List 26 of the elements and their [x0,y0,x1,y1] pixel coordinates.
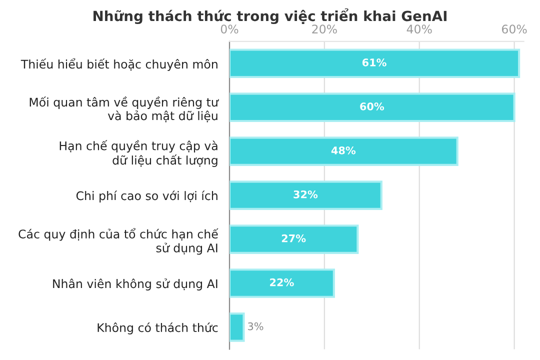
bar [230,312,245,342]
data-label: 60% [360,102,384,110]
bar [230,180,382,210]
data-label: 48% [331,146,356,154]
y-tick-label: Không có thách thức [98,322,218,334]
y-tick-label: Hạn chế quyền truy cập và dữ liệu chất lượng [60,140,218,167]
bar [230,268,335,298]
data-label: 61% [362,58,386,66]
bar [230,48,520,78]
chart-title: Những thách thức trong việc triển khai GenAI [94,8,446,24]
x-tick-label: 60% [502,24,527,34]
y-tick-label: Thiếu hiểu biết hoặc chuyên môn [20,58,218,71]
x-tick-label: 20% [312,24,337,34]
bar [230,92,516,122]
bar [230,224,359,254]
bar [230,136,458,166]
y-tick-label: Các quy định của tổ chức hạn chế sử dụng AI [18,228,218,255]
data-label: 32% [294,190,318,198]
y-tick-label: Chi phí cao so với lợi ích [76,190,218,202]
y-tick-label: Nhân viên không sử dụng AI [53,278,218,290]
y-tick-label: Mối quan tâm về quyền riêng tư và bảo mật dữ liệu [30,96,219,122]
x-tick-label: 40% [406,24,432,34]
data-label: 27% [282,234,306,242]
data-label: 3% [248,322,264,330]
x-tick-label: 0% [220,24,238,34]
data-label: 22% [270,278,294,286]
